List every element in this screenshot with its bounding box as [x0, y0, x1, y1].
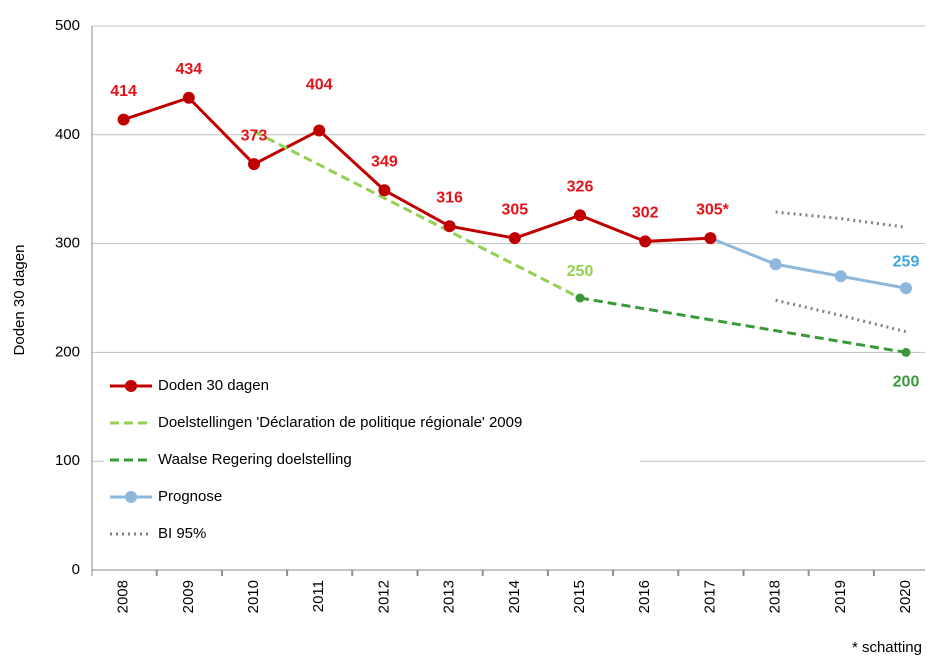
marker [704, 232, 717, 245]
value-label: 305 [501, 201, 528, 218]
marker [182, 91, 195, 104]
marker [508, 232, 521, 245]
value-label: 250 [567, 263, 594, 280]
value-label: 434 [175, 61, 202, 78]
marker [117, 113, 130, 126]
y-tick-label: 500 [55, 17, 80, 34]
value-label: 373 [241, 127, 268, 144]
x-tick-label: 2015 [571, 580, 588, 613]
marker [769, 258, 782, 271]
marker [834, 270, 847, 283]
legend-label: Waalse Regering doelstelling [158, 451, 352, 468]
legend-background [104, 370, 640, 550]
marker [639, 235, 652, 248]
value-label: 302 [632, 205, 659, 222]
x-tick-label: 2018 [767, 580, 784, 613]
y-tick-label: 200 [55, 343, 80, 360]
y-tick-label: 300 [55, 235, 80, 252]
value-label: 316 [436, 189, 463, 206]
marker [575, 293, 585, 303]
legend-label: Doden 30 dagen [158, 377, 269, 394]
x-tick-label: 2017 [701, 580, 718, 613]
marker [901, 347, 911, 357]
series-line [253, 130, 581, 300]
legend-label: Prognose [158, 488, 222, 505]
marker [900, 282, 912, 295]
y-tick-label: 100 [55, 452, 80, 469]
value-label: 259 [893, 253, 920, 270]
x-tick-label: 2011 [310, 580, 327, 612]
y-tick-label: 400 [55, 126, 80, 143]
legend-label: BI 95% [158, 525, 206, 542]
y-tick-label: 0 [72, 561, 80, 578]
legend-marker [125, 380, 137, 392]
legend-marker [125, 491, 137, 503]
value-label: 326 [567, 179, 594, 196]
x-tick-label: 2010 [245, 580, 262, 613]
footnote: * schatting [852, 639, 922, 656]
marker [574, 209, 586, 222]
x-tick-label: 2013 [441, 580, 458, 613]
series-line [709, 236, 907, 290]
y-axis-title: Doden 30 dagen [11, 245, 28, 356]
marker [313, 124, 326, 137]
x-tick-label: 2009 [180, 580, 197, 613]
x-tick-label: 2020 [897, 580, 914, 613]
marker [248, 158, 260, 171]
x-tick-label: 2014 [506, 580, 523, 613]
value-label: 200 [893, 374, 920, 391]
value-label: 305* [696, 201, 730, 218]
x-tick-label: 2019 [832, 580, 849, 613]
x-tick-label: 2008 [115, 580, 132, 613]
x-tick-label: 2016 [636, 580, 653, 613]
value-label: 404 [306, 77, 333, 94]
legend-label: Doelstellingen 'Déclaration de politique… [158, 414, 522, 431]
marker [378, 184, 391, 197]
value-label: 414 [110, 83, 137, 100]
series-line [579, 296, 907, 354]
series-line [775, 298, 907, 334]
value-label: 349 [371, 154, 398, 171]
x-tick-label: 2012 [375, 580, 392, 613]
series-line [123, 96, 711, 243]
marker [443, 220, 456, 233]
series-line [775, 210, 907, 229]
